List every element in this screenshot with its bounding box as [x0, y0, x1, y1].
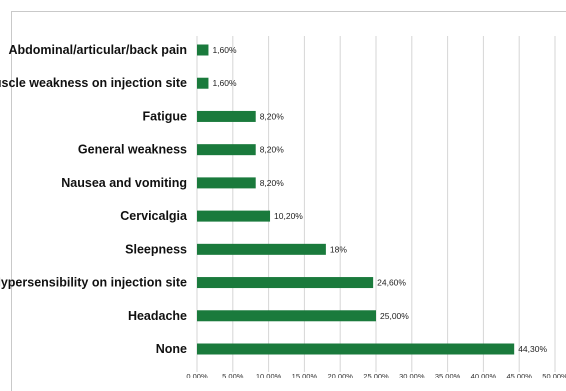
x-tick-label: 25,00%	[363, 372, 389, 378]
data-label: 24,60%	[377, 278, 406, 288]
category-label: Muscle weakness on injection site	[0, 76, 187, 90]
category-label: Sleepness	[125, 242, 187, 256]
x-axis-ticks: 0,00% 5,00% 10,00% 15,00% 20,00% 25,00% 30,00%…	[186, 372, 566, 378]
category-label: Cervicalgia	[120, 209, 188, 223]
x-tick-label: 20,00%	[327, 372, 353, 378]
data-label: 8,20%	[260, 145, 285, 155]
bar	[197, 243, 326, 255]
bar	[197, 277, 374, 289]
category-label: Abdominal/articular/back pain	[8, 43, 187, 57]
bars	[197, 44, 515, 355]
x-tick-label: 45,00%	[506, 372, 532, 378]
bar-chart: Abdominal/articular/back pain Muscle weak…	[0, 36, 566, 378]
gridlines	[196, 36, 556, 372]
bar	[197, 110, 256, 122]
data-label: 44,30%	[518, 344, 547, 354]
data-label: 1,60%	[212, 78, 237, 88]
category-label: None	[156, 342, 187, 356]
data-label: 18%	[330, 244, 347, 254]
x-tick-label: 40,00%	[471, 372, 497, 378]
x-tick-label: 50,00%	[542, 372, 566, 378]
category-label: Hypersensibility on injection site	[0, 276, 187, 290]
category-label: Headache	[128, 309, 187, 323]
data-label: 25,00%	[380, 311, 409, 321]
value-labels: 1,60% 1,60% 8,20% 8,20% 8,20% 10,20% 18% 24,60%…	[212, 45, 547, 354]
data-label: 8,20%	[260, 178, 285, 188]
category-label: General weakness	[78, 143, 187, 157]
chart-frame	[11, 11, 566, 391]
bar	[197, 210, 271, 222]
x-tick-label: 0,00%	[186, 372, 208, 378]
bar	[197, 310, 376, 322]
bar	[197, 343, 515, 355]
bar	[197, 144, 256, 156]
bar	[197, 44, 209, 56]
bar	[197, 77, 209, 89]
x-tick-label: 5,00%	[222, 372, 244, 378]
category-labels: Abdominal/articular/back pain Muscle weak…	[0, 43, 188, 356]
bar	[197, 177, 256, 189]
x-tick-label: 10,00%	[256, 372, 282, 378]
category-label: Nausea and vomiting	[61, 176, 187, 190]
x-tick-label: 35,00%	[435, 372, 461, 378]
data-label: 8,20%	[260, 111, 285, 121]
category-label: Fatigue	[143, 109, 187, 123]
data-label: 1,60%	[212, 45, 237, 55]
data-label: 10,20%	[274, 211, 303, 221]
x-tick-label: 30,00%	[399, 372, 425, 378]
x-tick-label: 15,00%	[292, 372, 318, 378]
